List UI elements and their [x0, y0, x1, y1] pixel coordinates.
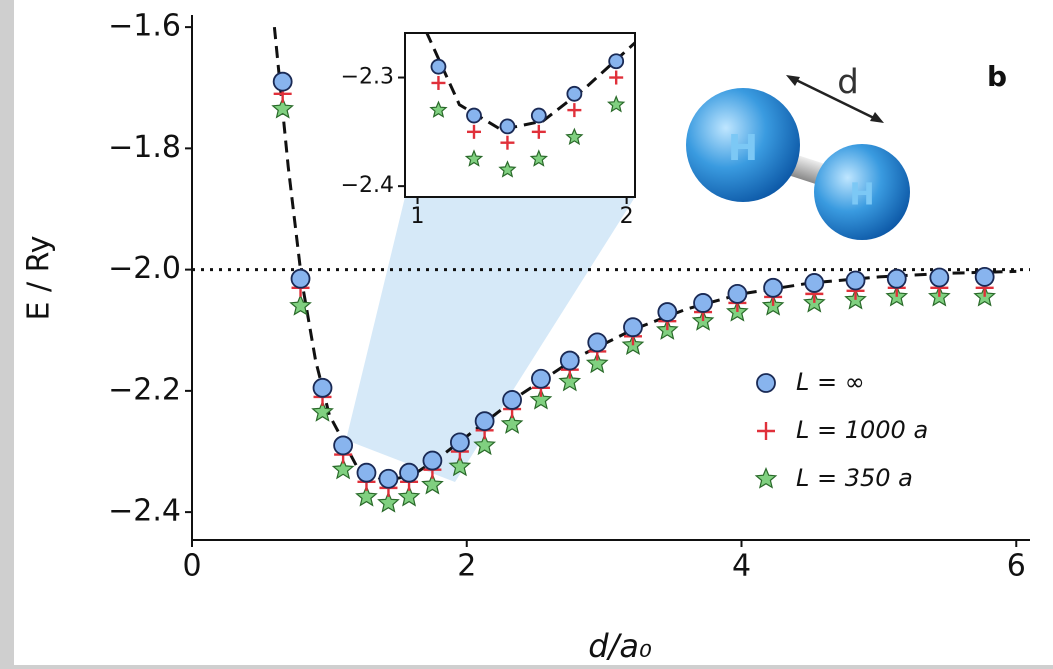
point	[423, 452, 441, 470]
point	[588, 333, 606, 351]
bond-label: d	[837, 63, 859, 103]
y-tick-label: −2.0	[108, 251, 181, 286]
y-tick-label: −1.6	[108, 9, 181, 44]
point	[561, 352, 579, 370]
x-tick-label: 4	[732, 549, 751, 584]
point	[728, 285, 746, 303]
point	[314, 379, 332, 397]
point	[379, 470, 397, 488]
x-tick-label: 0	[182, 549, 201, 584]
point	[976, 268, 994, 286]
chart: 0 2 4 6 −1.6 −1.8 −2.0 −2.2 −2.4 1 2 −2.3 −2.4 b d/…	[0, 0, 1053, 665]
panel-label: b	[987, 60, 1007, 93]
y-tick-label: −2.4	[341, 173, 394, 198]
point	[764, 279, 782, 297]
point	[334, 436, 352, 454]
point	[431, 60, 445, 74]
legend-marker	[757, 374, 775, 392]
point	[532, 370, 550, 388]
point	[658, 303, 676, 321]
x-tick-label: 2	[620, 204, 634, 229]
point	[694, 294, 712, 312]
point	[805, 274, 823, 292]
y-tick-label: −1.8	[108, 130, 181, 165]
point	[500, 119, 514, 133]
y-axis-label: E / Ry	[22, 235, 57, 320]
point	[567, 87, 581, 101]
atom-label: H	[849, 178, 874, 213]
x-tick-label: 6	[1007, 549, 1026, 584]
point	[451, 433, 469, 451]
y-tick-label: −2.4	[108, 494, 181, 529]
point	[930, 269, 948, 287]
legend-label: L = 1000 a	[796, 416, 928, 444]
y-tick-label: −2.3	[341, 65, 394, 90]
point	[888, 270, 906, 288]
atom-label: H	[728, 128, 758, 169]
point	[400, 464, 418, 482]
point	[274, 73, 292, 91]
point	[467, 109, 481, 123]
point	[292, 270, 310, 288]
point	[609, 54, 623, 68]
point	[847, 272, 865, 290]
point	[476, 412, 494, 430]
y-tick-label: −2.2	[108, 372, 181, 407]
point	[532, 109, 546, 123]
legend-label: L = ∞	[796, 368, 865, 396]
legend-label: L = 350 a	[796, 464, 913, 492]
x-tick-label: 1	[411, 204, 425, 229]
point	[503, 391, 521, 409]
point	[357, 464, 375, 482]
x-tick-label: 2	[457, 549, 476, 584]
x-axis-label: d/a₀	[588, 627, 652, 665]
point	[624, 318, 642, 336]
